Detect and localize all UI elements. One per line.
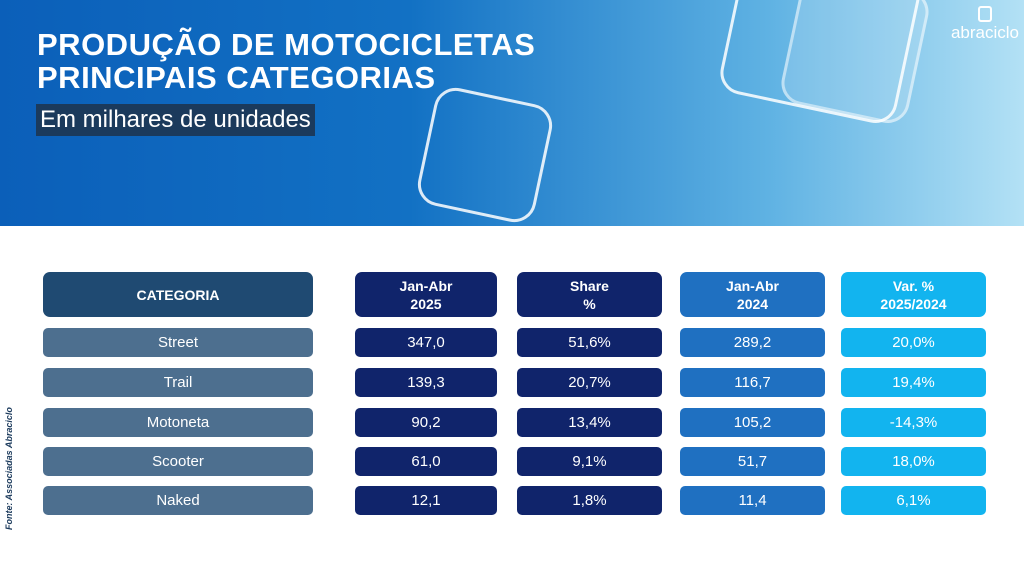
header-categoria: CATEGORIA: [43, 272, 313, 317]
cell-jan-abr-2024: 116,7: [680, 368, 825, 397]
cell-categoria: Trail: [43, 368, 313, 397]
header-variacao: Var. % 2025/2024: [841, 272, 986, 317]
cell-jan-abr-2025: 139,3: [355, 368, 497, 397]
cell-share: 9,1%: [517, 447, 662, 476]
cell-jan-abr-2024: 289,2: [680, 328, 825, 357]
cell-share: 51,6%: [517, 328, 662, 357]
cell-categoria: Motoneta: [43, 408, 313, 437]
header-text: Jan-Abr: [726, 277, 779, 294]
cell-jan-abr-2025: 90,2: [355, 408, 497, 437]
header-text: 2025/2024: [880, 295, 947, 312]
header-jan-abr-2024: Jan-Abr 2024: [680, 272, 825, 317]
decorative-square: [413, 83, 557, 226]
cell-share: 13,4%: [517, 408, 662, 437]
cell-jan-abr-2025: 12,1: [355, 486, 497, 515]
cell-categoria: Scooter: [43, 447, 313, 476]
cell-variacao: 18,0%: [841, 447, 986, 476]
logo-text: abraciclo: [950, 23, 1020, 42]
title-line-1: PRODUÇÃO DE MOTOCICLETAS: [37, 27, 536, 62]
cell-categoria: Naked: [43, 486, 313, 515]
logo-mark-icon: [978, 6, 992, 22]
cell-jan-abr-2025: 61,0: [355, 447, 497, 476]
header-text: Jan-Abr: [399, 277, 453, 294]
cell-share: 20,7%: [517, 368, 662, 397]
cell-variacao: 6,1%: [841, 486, 986, 515]
cell-variacao: -14,3%: [841, 408, 986, 437]
header-text: %: [583, 295, 596, 312]
header-text: 2024: [736, 295, 769, 312]
title-line-2: PRINCIPAIS CATEGORIAS: [37, 60, 436, 95]
header-share: Share%: [517, 272, 662, 317]
source-note: Fonte: Associadas Abraciclo: [4, 407, 14, 530]
abraciclo-logo: abraciclo: [950, 6, 1020, 43]
header-text: 2025: [410, 295, 442, 312]
page-title: PRODUÇÃO DE MOTOCICLETAS PRINCIPAIS CATE…: [37, 28, 535, 94]
cell-categoria: Street: [43, 328, 313, 357]
cell-variacao: 20,0%: [841, 328, 986, 357]
cell-share: 1,8%: [517, 486, 662, 515]
cell-jan-abr-2024: 11,4: [680, 486, 825, 515]
header-jan-abr-2025: Jan-Abr 2025: [355, 272, 497, 317]
header-banner: PRODUÇÃO DE MOTOCICLETAS PRINCIPAIS CATE…: [0, 0, 1024, 226]
subtitle: Em milhares de unidades: [36, 104, 315, 136]
cell-jan-abr-2025: 347,0: [355, 328, 497, 357]
cell-jan-abr-2024: 105,2: [680, 408, 825, 437]
decorative-square: [777, 0, 933, 128]
header-text: Share: [570, 277, 609, 294]
header-text: Var. %: [892, 277, 935, 294]
cell-jan-abr-2024: 51,7: [680, 447, 825, 476]
header-text: CATEGORIA: [136, 286, 220, 303]
cell-variacao: 19,4%: [841, 368, 986, 397]
